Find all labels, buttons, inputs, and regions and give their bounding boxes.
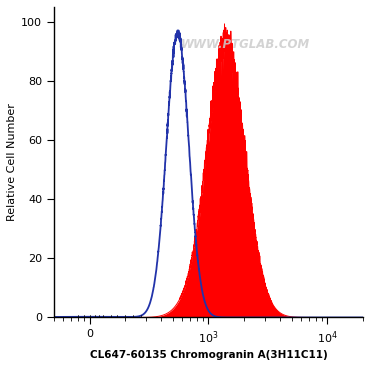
X-axis label: CL647-60135 Chromogranin A(3H11C11): CL647-60135 Chromogranin A(3H11C11) [90,350,327,360]
Text: WWW.PTGLAB.COM: WWW.PTGLAB.COM [181,38,310,51]
Y-axis label: Relative Cell Number: Relative Cell Number [7,103,17,221]
